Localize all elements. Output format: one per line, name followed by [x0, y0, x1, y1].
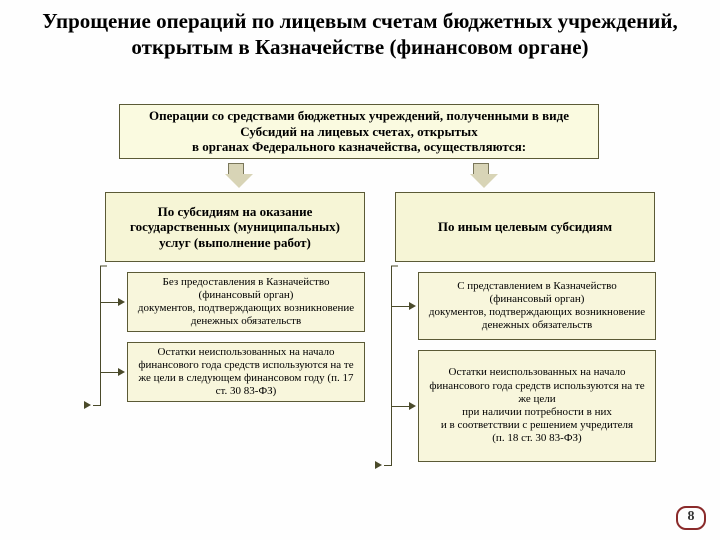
left-bracket-top — [100, 266, 107, 267]
right-bracket-h1 — [391, 306, 411, 307]
slide-title: Упрощение операций по лицевым счетам бюд… — [0, 8, 720, 61]
right-bracket-v — [391, 266, 392, 466]
left-head-text: По субсидиям на оказание государственных… — [114, 204, 356, 251]
left-leaf-b-text: Остатки неиспользованных на начало финан… — [136, 346, 356, 399]
right-bracket-top — [391, 266, 398, 267]
right-arrowhead-1 — [409, 302, 416, 310]
slide: Упрощение операций по лицевым счетам бюд… — [0, 0, 720, 540]
right-arrowhead-2 — [409, 402, 416, 410]
right-leaf-a: С представлением в Казначейство (финансо… — [418, 272, 656, 340]
left-bracket-h1 — [100, 302, 120, 303]
right-bracket-bot — [384, 465, 392, 466]
left-leaf-a: Без предоставления в Казначейство (финан… — [127, 272, 365, 332]
left-leaf-b: Остатки неиспользованных на начало финан… — [127, 342, 365, 402]
right-head-text: По иным целевым субсидиям — [438, 219, 612, 235]
right-tail-tick — [375, 461, 382, 469]
left-bracket-v — [100, 266, 101, 406]
top-box-text: Операции со средствами бюджетных учрежде… — [128, 108, 590, 155]
right-leaf-a-text: С представлением в Казначейство (финансо… — [427, 280, 647, 333]
arrow-down-right — [470, 163, 492, 187]
left-arrowhead-2 — [118, 368, 125, 376]
left-tail-tick — [84, 401, 91, 409]
left-bracket-h2 — [100, 372, 120, 373]
top-box: Операции со средствами бюджетных учрежде… — [119, 104, 599, 159]
right-leaf-b: Остатки неиспользованных на начало финан… — [418, 350, 656, 462]
right-bracket-h2 — [391, 406, 411, 407]
right-leaf-b-text: Остатки неиспользованных на начало финан… — [427, 366, 647, 445]
right-head-box: По иным целевым субсидиям — [395, 192, 655, 262]
arrow-down-left — [225, 163, 247, 187]
page-number: 8 — [688, 509, 695, 524]
left-leaf-a-text: Без предоставления в Казначейство (финан… — [136, 276, 356, 329]
left-head-box: По субсидиям на оказание государственных… — [105, 192, 365, 262]
left-arrowhead-1 — [118, 298, 125, 306]
left-bracket-bot — [93, 405, 101, 406]
page-number-badge: 8 — [676, 506, 706, 530]
